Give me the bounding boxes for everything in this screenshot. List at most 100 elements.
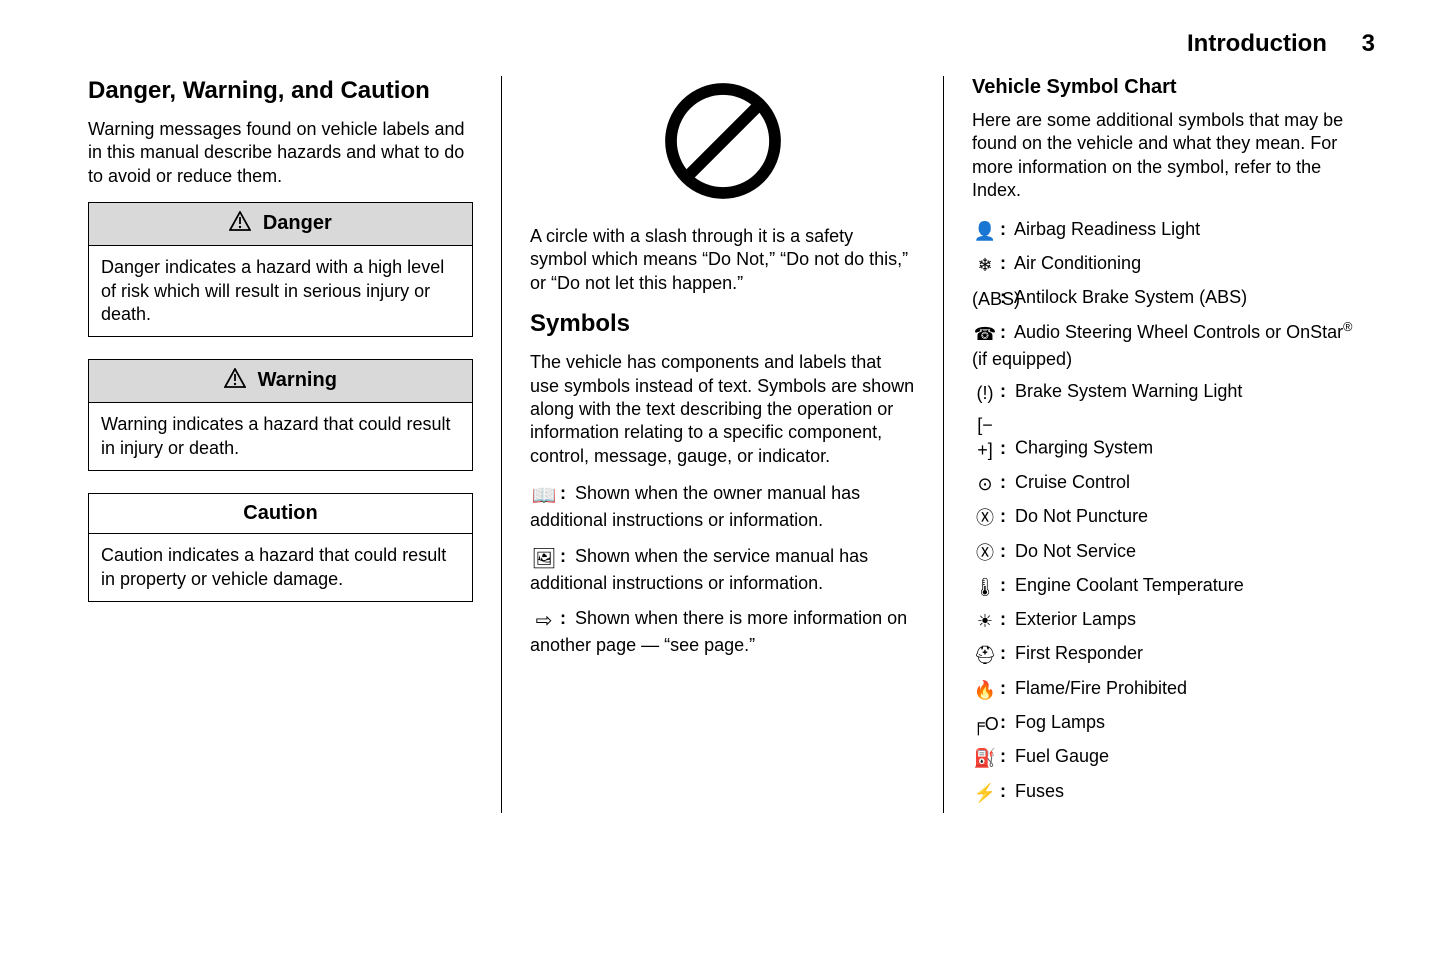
warning-triangle-icon xyxy=(229,211,251,237)
warning-callout: Warning Warning indicates a hazard that … xyxy=(88,359,473,471)
symbol-glyph: Ⓧ xyxy=(972,506,998,530)
symbol-entry: 📖: Shown when the owner manual has addit… xyxy=(530,482,915,532)
symbol-text: Fog Lamps xyxy=(1010,712,1105,732)
symbol-glyph: ⛽ xyxy=(972,746,998,770)
prohibition-icon xyxy=(658,76,788,206)
vehicle-symbol-entry: ☀: Exterior Lamps xyxy=(972,607,1357,633)
symbol-text: Shown when there is more information on … xyxy=(530,608,907,655)
symbol-text: Audio Steering Wheel Controls or OnStar xyxy=(1010,322,1343,342)
symbol-text: Shown when the service manual has additi… xyxy=(530,546,868,593)
symbol-glyph: Ⓧ xyxy=(972,541,998,565)
symbol-text: Shown when the owner manual has addition… xyxy=(530,483,860,530)
caution-callout: Caution Caution indicates a hazard that … xyxy=(88,493,473,602)
vehicle-symbol-entry: ⚡: Fuses xyxy=(972,779,1357,805)
colon: : xyxy=(1000,253,1006,273)
column-2: A circle with a slash through it is a sa… xyxy=(501,76,943,813)
header-title: Introduction xyxy=(1187,30,1327,57)
symbol-glyph: 📖 xyxy=(530,483,558,509)
symbol-glyph: ╒O xyxy=(972,712,998,736)
vehicle-symbol-entry: Ⓧ: Do Not Service xyxy=(972,539,1357,565)
caution-title: Caution xyxy=(243,502,317,524)
symbol-glyph: ☀ xyxy=(972,609,998,633)
symbol-text: Do Not Puncture xyxy=(1010,506,1148,526)
col1-heading: Danger, Warning, and Caution xyxy=(88,76,473,106)
symbols-intro: The vehicle has components and labels th… xyxy=(530,351,915,468)
column-1: Danger, Warning, and Caution Warning mes… xyxy=(60,76,501,813)
danger-head: Danger xyxy=(89,203,472,246)
vehicle-symbol-entry: (!): Brake System Warning Light xyxy=(972,379,1357,405)
colon: : xyxy=(1000,219,1006,239)
symbol-glyph: ☎ xyxy=(972,322,998,346)
vehicle-symbol-entry: Ⓧ: Do Not Puncture xyxy=(972,504,1357,530)
symbol-glyph: (!) xyxy=(972,381,998,405)
colon: : xyxy=(1000,678,1006,698)
colon: : xyxy=(1000,506,1006,526)
symbol-text: Charging System xyxy=(1010,438,1153,458)
vehicle-symbol-entry: [− +]: Charging System xyxy=(972,413,1357,462)
symbol-text: Exterior Lamps xyxy=(1010,609,1136,629)
symbol-text: Fuel Gauge xyxy=(1010,746,1109,766)
warning-body: Warning indicates a hazard that could re… xyxy=(89,403,472,470)
col1-intro: Warning messages found on vehicle labels… xyxy=(88,118,473,188)
symbol-glyph: ⇨ xyxy=(530,608,558,634)
vehicle-symbol-entry: ╒O: Fog Lamps xyxy=(972,710,1357,736)
caution-head: Caution xyxy=(89,494,472,534)
symbol-text: Engine Coolant Temperature xyxy=(1010,575,1244,595)
vehicle-symbol-entry: 🌡: Engine Coolant Temperature xyxy=(972,573,1357,599)
caution-body: Caution indicates a hazard that could re… xyxy=(89,534,472,601)
colon: : xyxy=(1000,609,1006,629)
do-not-symbol xyxy=(530,76,915,211)
symbol-text: Flame/Fire Prohibited xyxy=(1010,678,1187,698)
vehicle-symbol-entry: ⛽: Fuel Gauge xyxy=(972,744,1357,770)
colon: : xyxy=(1000,746,1006,766)
symbol-text: Fuses xyxy=(1010,781,1064,801)
colon: : xyxy=(560,483,566,503)
symbol-entry: 🖼: Shown when the service manual has add… xyxy=(530,545,915,595)
vehicle-symbol-entry: 🔥: Flame/Fire Prohibited xyxy=(972,676,1357,702)
vehicle-symbol-entry: ☎: Audio Steering Wheel Controls or OnSt… xyxy=(972,319,1357,371)
colon: : xyxy=(1000,438,1006,458)
colon: : xyxy=(1000,575,1006,595)
colon: : xyxy=(1000,541,1006,561)
colon: : xyxy=(560,546,566,566)
danger-callout: Danger Danger indicates a hazard with a … xyxy=(88,202,473,337)
colon: : xyxy=(1000,643,1006,663)
symbol-entry: ⇨: Shown when there is more information … xyxy=(530,607,915,657)
symbol-text: Antilock Brake System (ABS) xyxy=(1010,287,1247,307)
symbol-text: Do Not Service xyxy=(1010,541,1136,561)
vehicle-symbol-entry: ⊙: Cruise Control xyxy=(972,470,1357,496)
symbol-glyph: 🌡 xyxy=(972,575,998,599)
danger-title: Danger xyxy=(263,212,332,234)
columns: Danger, Warning, and Caution Warning mes… xyxy=(60,76,1385,813)
vehicle-symbol-entry: (ABS): Antilock Brake System (ABS) xyxy=(972,285,1357,311)
colon: : xyxy=(1000,781,1006,801)
colon: : xyxy=(560,608,566,628)
symbol-text: Airbag Readiness Light xyxy=(1010,219,1200,239)
colon: : xyxy=(1000,287,1006,307)
vehicle-symbol-list: 👤: Airbag Readiness Light ❄: Air Conditio… xyxy=(972,217,1357,805)
symbols-heading: Symbols xyxy=(530,309,915,339)
symbol-suffix: (if equipped) xyxy=(972,349,1072,369)
page-number: 3 xyxy=(1362,30,1375,57)
warning-head: Warning xyxy=(89,360,472,403)
col3-intro: Here are some additional symbols that ma… xyxy=(972,109,1357,203)
colon: : xyxy=(1000,322,1006,342)
colon: : xyxy=(1000,712,1006,732)
symbol-glyph: ⚡ xyxy=(972,781,998,805)
symbol-glyph: 👤 xyxy=(972,219,998,243)
danger-body: Danger indicates a hazard with a high le… xyxy=(89,246,472,336)
symbol-text: Cruise Control xyxy=(1010,472,1130,492)
column-3: Vehicle Symbol Chart Here are some addit… xyxy=(943,76,1385,813)
symbol-text: Air Conditioning xyxy=(1010,253,1141,273)
symbol-text: Brake System Warning Light xyxy=(1010,381,1242,401)
symbol-glyph: ❄ xyxy=(972,253,998,277)
col2-symbol-list: 📖: Shown when the owner manual has addit… xyxy=(530,482,915,657)
symbol-text: First Responder xyxy=(1010,643,1143,663)
registered-mark: ® xyxy=(1343,320,1352,334)
symbol-glyph: ⛑ xyxy=(972,643,998,667)
symbol-glyph: 🔥 xyxy=(972,678,998,702)
symbol-glyph: [− +] xyxy=(972,413,998,462)
do-not-text: A circle with a slash through it is a sa… xyxy=(530,225,915,295)
col3-heading: Vehicle Symbol Chart xyxy=(972,76,1357,99)
vehicle-symbol-entry: ⛑: First Responder xyxy=(972,641,1357,667)
